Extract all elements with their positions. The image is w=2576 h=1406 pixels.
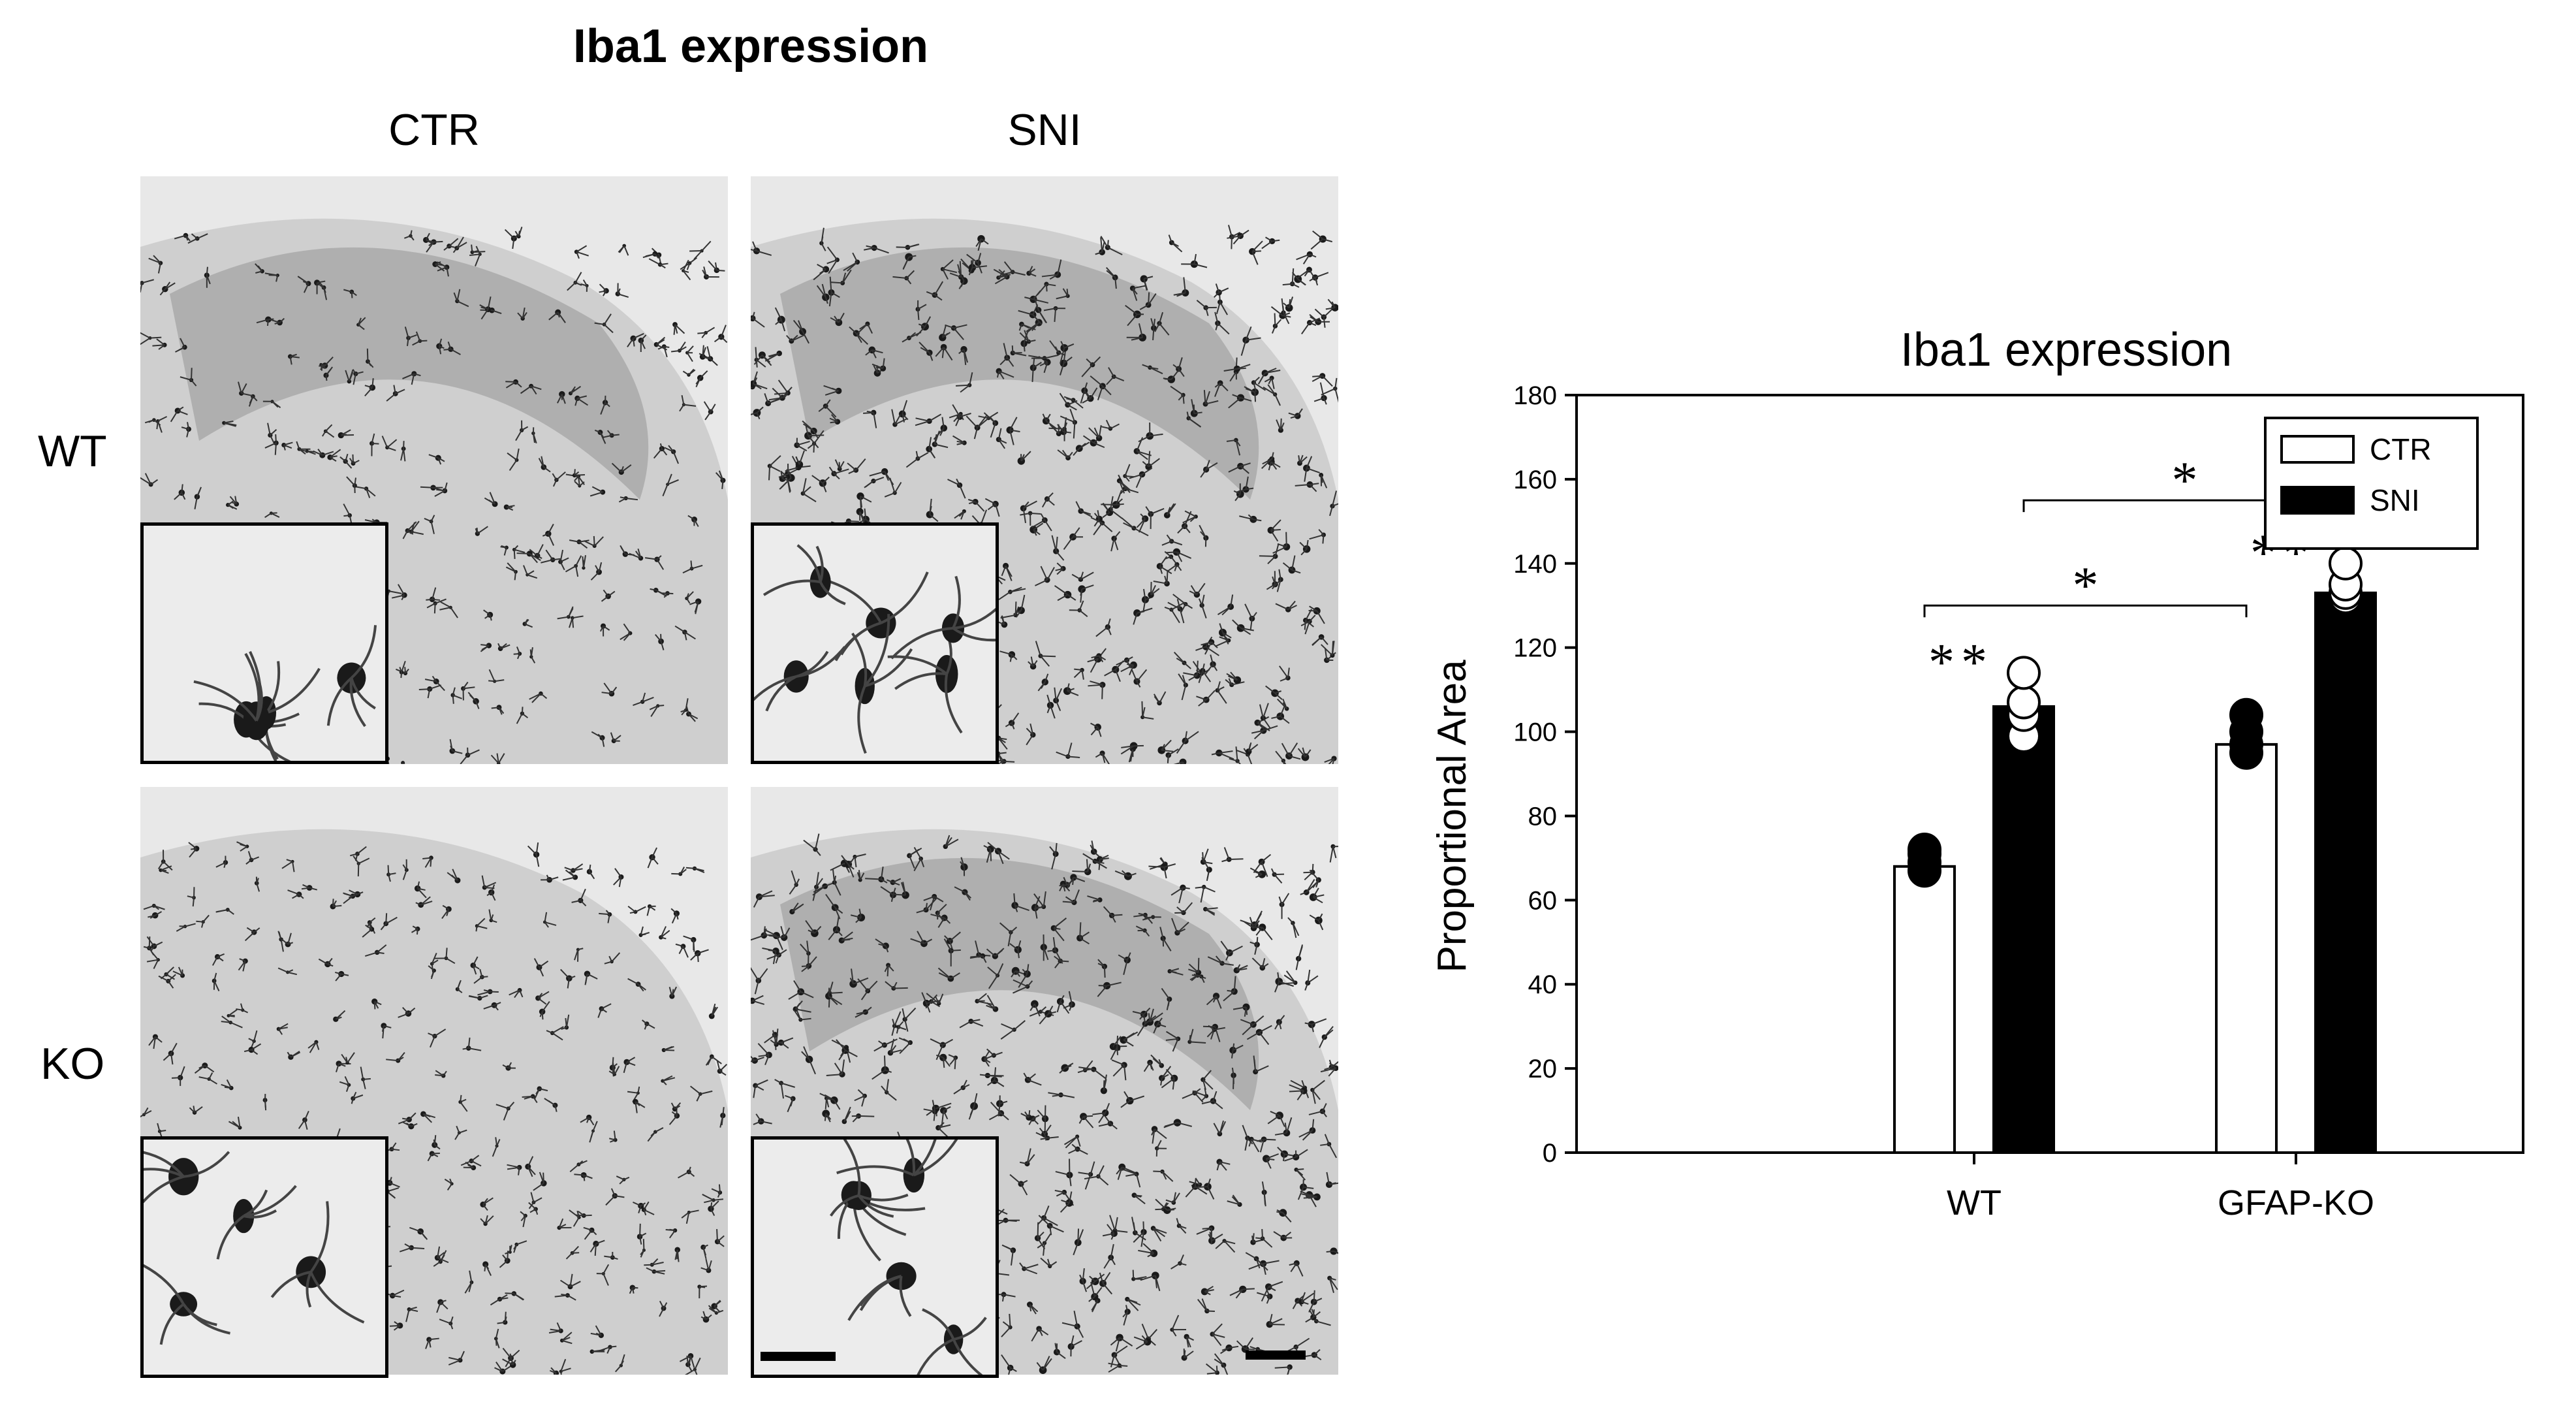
y-tick-label: 100 bbox=[1513, 718, 1557, 747]
y-tick-label: 140 bbox=[1513, 550, 1557, 579]
bar bbox=[1893, 865, 1956, 1154]
bar bbox=[2314, 591, 2377, 1154]
data-point bbox=[2229, 697, 2263, 732]
data-point bbox=[2329, 546, 2363, 581]
inset-ko-sni bbox=[751, 1136, 999, 1378]
row-label-wt: WT bbox=[38, 426, 107, 476]
legend-label: SNI bbox=[2370, 483, 2420, 517]
bar-chart: Iba1 expression Proportional Area 0 20 40 6… bbox=[1430, 324, 2524, 1222]
data-point bbox=[2007, 685, 2041, 720]
legend-swatch bbox=[2280, 486, 2355, 515]
significance-marker: * bbox=[2172, 452, 2198, 509]
row-label-ko: KO bbox=[40, 1039, 105, 1089]
bar bbox=[2215, 743, 2278, 1154]
scale-bar-inset bbox=[761, 1352, 836, 1361]
y-tick-label: 120 bbox=[1513, 634, 1557, 663]
data-point bbox=[2007, 656, 2041, 690]
y-axis-label: Proportional Area bbox=[1430, 660, 1475, 973]
y-tick-label: 60 bbox=[1528, 886, 1558, 915]
y-tick-label: 40 bbox=[1528, 970, 1558, 999]
y-tick-label: 180 bbox=[1513, 381, 1557, 410]
bar bbox=[1992, 705, 2055, 1154]
y-tick-label: 160 bbox=[1513, 466, 1557, 494]
data-point bbox=[1908, 833, 1941, 867]
inset-wt-sni bbox=[751, 522, 999, 764]
inset-wt-ctr bbox=[140, 522, 388, 764]
x-tick-label: WT bbox=[1947, 1183, 2002, 1222]
significance-bracket bbox=[1923, 604, 2248, 618]
significance-marker: ** bbox=[1928, 633, 1994, 691]
y-tick-label: 20 bbox=[1528, 1055, 1558, 1083]
legend-swatch bbox=[2280, 435, 2355, 464]
y-tick-label: 0 bbox=[1543, 1139, 1557, 1168]
column-label-ctr: CTR bbox=[388, 105, 480, 155]
figure-title: Iba1 expression bbox=[573, 20, 929, 72]
inset-ko-ctr bbox=[140, 1136, 388, 1378]
legend-label: CTR bbox=[2370, 432, 2432, 466]
chart-title: Iba1 expression bbox=[1900, 324, 2232, 376]
x-tick-label: GFAP-KO bbox=[2218, 1183, 2374, 1222]
micrograph-wt-sni bbox=[751, 176, 1338, 764]
significance-marker: * bbox=[2073, 557, 2099, 615]
column-label-sni: SNI bbox=[1007, 105, 1082, 155]
y-tick-label: 80 bbox=[1528, 802, 1558, 831]
scale-bar-panel bbox=[1246, 1350, 1306, 1360]
micrograph-wt-ctr bbox=[140, 176, 728, 764]
